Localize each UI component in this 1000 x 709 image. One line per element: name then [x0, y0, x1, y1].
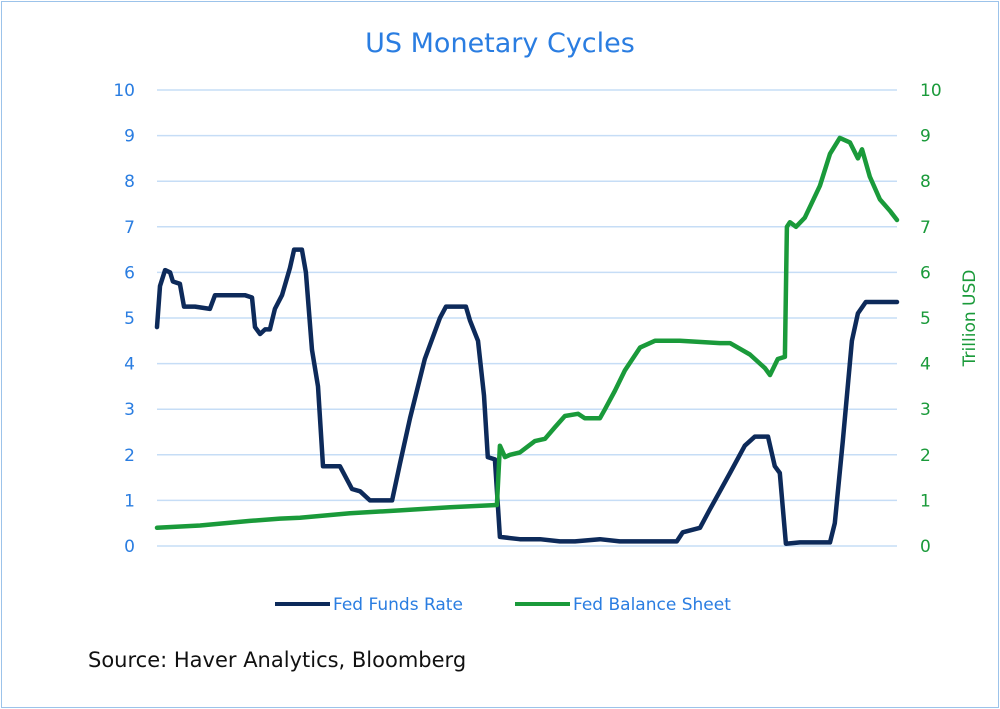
y2-axis-label: Trillion USD — [960, 270, 980, 368]
y-tick-label: 0 — [124, 537, 135, 557]
y-tick-label: 6 — [124, 263, 135, 283]
legend-label-fed-balance-sheet: Fed Balance Sheet — [573, 595, 731, 615]
series-line-fed-balance-sheet — [154, 135, 900, 531]
y-tick-label: 7 — [124, 218, 135, 238]
y2-tick-label: 5 — [920, 309, 931, 329]
y2-tick-label: 4 — [920, 355, 931, 375]
y-tick-label: 1 — [124, 491, 135, 511]
y2-tick-label: 8 — [920, 172, 931, 192]
y2-tick-label: 7 — [920, 218, 931, 238]
y-tick-label: 8 — [124, 172, 135, 192]
y-tick-label: 2 — [124, 446, 135, 466]
y2-tick-label: 1 — [920, 491, 931, 511]
y2-tick-label: 3 — [920, 400, 931, 420]
source-note: Source: Haver Analytics, Bloomberg — [88, 648, 467, 672]
y-tick-label: 5 — [124, 309, 135, 329]
y-tick-label: 4 — [124, 355, 135, 375]
chart-title: US Monetary Cycles — [365, 28, 635, 59]
y2-tick-label: 10 — [920, 81, 942, 101]
y-tick-label: 3 — [124, 400, 135, 420]
y2-tick-label: 0 — [920, 537, 931, 557]
y2-tick-label: 2 — [920, 446, 931, 466]
series-line-fed-funds-rate — [154, 247, 900, 546]
y-tick-label: 9 — [124, 127, 135, 147]
legend-label-fed-funds-rate: Fed Funds Rate — [333, 595, 463, 615]
y2-tick-label: 6 — [920, 263, 931, 283]
y2-tick-label: 9 — [920, 127, 931, 147]
y-tick-label: 10 — [113, 81, 135, 101]
